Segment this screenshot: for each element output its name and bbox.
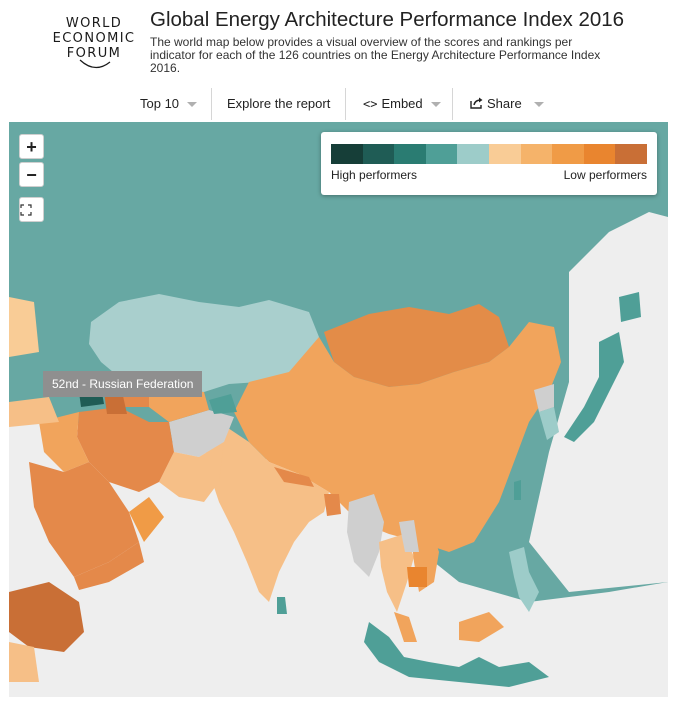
share-label: Share — [487, 96, 522, 111]
country-iran[interactable] — [77, 407, 174, 492]
country-myanmar[interactable] — [347, 494, 384, 577]
legend-swatch — [394, 144, 427, 164]
legend-swatch — [362, 144, 395, 164]
zoom-in-button[interactable]: + — [19, 134, 44, 159]
country-indonesia[interactable] — [364, 622, 549, 687]
country-north-korea[interactable] — [534, 384, 554, 412]
country-japan-hokkaido[interactable] — [619, 292, 641, 322]
page-header: WORLD ECONOMIC FORUM Global Energy Archi… — [0, 0, 684, 84]
legend-swatch — [331, 144, 364, 164]
country-malaysia[interactable] — [394, 612, 417, 642]
country-china[interactable] — [234, 322, 561, 552]
legend-swatch — [583, 144, 616, 164]
map-canvas[interactable] — [9, 122, 668, 697]
toolbar: Top 10 Explore the report <> Embed Share — [0, 86, 684, 122]
toolbar-divider — [345, 88, 346, 120]
country-sudan-region[interactable] — [9, 642, 39, 682]
country-cambodia[interactable] — [407, 567, 427, 587]
country-thailand[interactable] — [379, 534, 414, 612]
top10-dropdown[interactable]: Top 10 — [140, 86, 198, 122]
share-icon — [470, 97, 483, 109]
legend-swatch — [425, 144, 458, 164]
country-yemen[interactable] — [74, 542, 144, 590]
country-tooltip: 52nd - Russian Federation — [43, 371, 203, 397]
country-afghanistan[interactable] — [169, 410, 234, 457]
country-turkey-edge[interactable] — [9, 397, 59, 427]
country-sri-lanka[interactable] — [277, 597, 287, 614]
country-kazakhstan[interactable] — [89, 294, 319, 392]
share-dropdown[interactable]: Share — [470, 86, 544, 122]
toolbar-divider — [211, 88, 212, 120]
legend-low-label: Low performers — [563, 168, 647, 182]
country-south-korea[interactable] — [539, 407, 559, 440]
chevron-down-icon — [187, 102, 198, 108]
country-ethiopia[interactable] — [9, 582, 84, 652]
fullscreen-button[interactable] — [19, 197, 44, 222]
country-philippines[interactable] — [509, 547, 539, 612]
legend-swatch — [615, 144, 648, 164]
country-mongolia[interactable] — [324, 304, 509, 387]
legend-swatch — [457, 144, 490, 164]
country-india[interactable] — [204, 422, 329, 602]
embed-dropdown[interactable]: <> Embed — [363, 86, 441, 122]
country-pakistan[interactable] — [159, 442, 224, 502]
chevron-down-icon — [533, 102, 544, 108]
color-legend: High performers Low performers — [321, 132, 657, 195]
country-taiwan[interactable] — [514, 480, 521, 500]
code-icon: <> — [363, 97, 378, 111]
logo-arc-icon — [79, 59, 111, 69]
legend-swatch — [489, 144, 522, 164]
choropleth-map[interactable]: + − High performers Low performers 52nd … — [9, 122, 668, 697]
country-europe-edge[interactable] — [9, 297, 39, 357]
expand-icon — [20, 204, 32, 216]
logo-line-3: FORUM — [66, 46, 122, 61]
country-laos[interactable] — [399, 520, 419, 552]
chevron-down-icon — [430, 102, 441, 108]
country-borneo-malaysia[interactable] — [459, 612, 504, 642]
page-title: Global Energy Architecture Performance I… — [150, 8, 625, 31]
explore-report-link[interactable]: Explore the report — [227, 96, 331, 111]
legend-color-scale — [331, 144, 648, 164]
country-bangladesh[interactable] — [324, 494, 341, 516]
top10-label: Top 10 — [140, 96, 180, 111]
country-nepal[interactable] — [274, 467, 314, 487]
country-japan[interactable] — [564, 332, 624, 442]
legend-swatch — [552, 144, 585, 164]
logo-line-2: ECONOMIC — [52, 31, 136, 46]
country-saudi-arabia[interactable] — [29, 462, 139, 577]
legend-swatch — [520, 144, 553, 164]
legend-high-label: High performers — [331, 168, 418, 182]
page-subtitle: The world map below provides a visual ov… — [150, 35, 601, 75]
country-iraq[interactable] — [39, 412, 89, 472]
toolbar-divider — [452, 88, 453, 120]
zoom-out-button[interactable]: − — [19, 162, 44, 187]
logo-line-1: WORLD — [65, 16, 123, 31]
embed-label: Embed — [381, 96, 423, 111]
country-tajikistan[interactable] — [209, 394, 237, 414]
country-oman[interactable] — [129, 497, 164, 542]
wef-logo[interactable]: WORLD ECONOMIC FORUM — [52, 16, 136, 72]
